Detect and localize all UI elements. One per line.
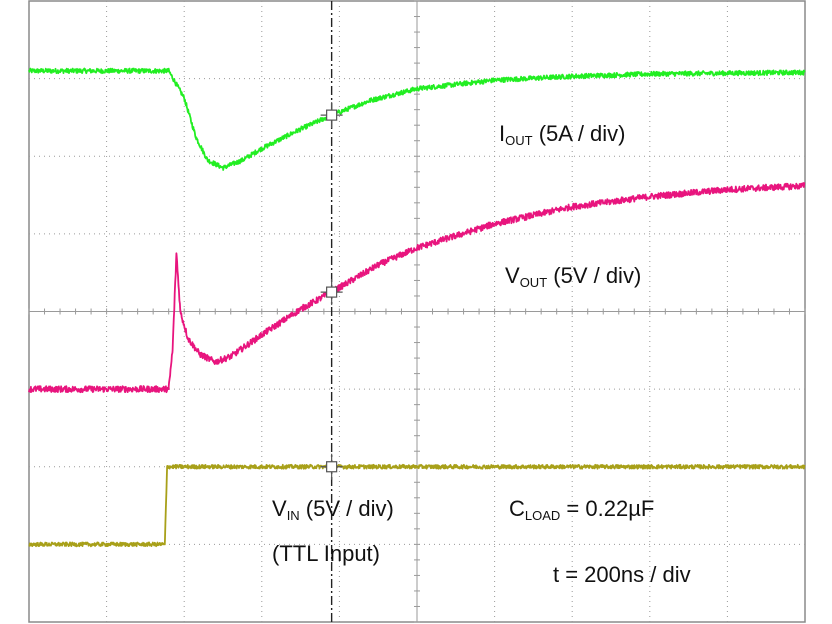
trace-vout [28, 182, 806, 394]
marker-layer [320, 102, 343, 480]
iout-label: IOUT (5A / div) [499, 121, 626, 148]
marker-box [326, 286, 338, 298]
marker-box [326, 109, 338, 121]
trace-vin [28, 463, 806, 548]
cursor-marker-vout [320, 279, 343, 306]
cload-label: CLOAD = 0.22µF [509, 496, 655, 523]
timebase-label: t = 200ns / div [553, 562, 691, 587]
cursor-marker-iout [320, 102, 343, 129]
grid [28, 0, 806, 623]
trace-iout [28, 67, 806, 171]
vout-label: VOUT (5V / div) [505, 263, 642, 290]
marker-box [326, 461, 338, 473]
cursor-marker-vin [320, 453, 343, 480]
vin-label: VIN (5V / div) [272, 496, 394, 523]
vin-note: (TTL Input) [272, 541, 380, 566]
trace-layer [28, 67, 806, 548]
